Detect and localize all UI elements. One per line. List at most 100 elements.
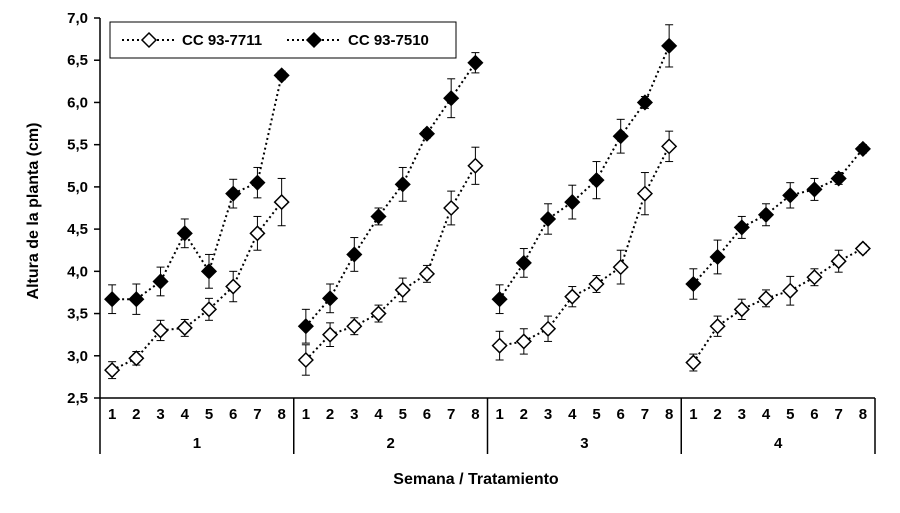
x-tick-label-week: 6 <box>617 406 625 423</box>
data-point-cc-93-7510 <box>394 176 411 193</box>
plot-area <box>104 24 871 380</box>
data-point-cc-93-7711 <box>225 278 242 295</box>
data-point-cc-93-7510 <box>249 174 266 191</box>
x-tick-label-week: 5 <box>786 406 794 423</box>
legend: CC 93-7711 CC 93-7510 <box>109 21 457 59</box>
data-point-cc-93-7711 <box>249 225 266 242</box>
x-tick-label-week: 4 <box>181 406 190 423</box>
data-point-cc-93-7510 <box>273 67 290 84</box>
x-tick-label-week: 6 <box>423 406 431 423</box>
y-tick-label: 7,0 <box>67 10 88 27</box>
data-point-cc-93-7711 <box>418 265 436 282</box>
x-tick-label-week: 2 <box>132 406 140 423</box>
data-point-cc-93-7510 <box>830 170 847 187</box>
data-point-cc-93-7711 <box>588 275 605 293</box>
data-point-cc-93-7510 <box>467 54 484 71</box>
data-point-cc-93-7510 <box>346 246 363 263</box>
data-point-cc-93-7711 <box>636 185 653 202</box>
x-tick-label-week: 1 <box>495 406 503 423</box>
data-point-cc-93-7510 <box>854 140 871 157</box>
x-tick-label-week: 7 <box>447 406 455 423</box>
x-tick-label-week: 6 <box>229 406 237 423</box>
data-point-cc-93-7510 <box>443 90 460 107</box>
x-tick-label-week: 7 <box>253 406 261 423</box>
data-point-cc-93-7711 <box>128 350 145 367</box>
x-tick-label-week: 4 <box>568 406 577 423</box>
y-tick-label: 4,5 <box>67 221 88 238</box>
data-point-cc-93-7711 <box>104 362 121 379</box>
x-tick-label-week: 8 <box>665 406 673 423</box>
data-point-cc-93-7510 <box>322 290 339 307</box>
y-tick-label: 3,5 <box>67 306 88 323</box>
data-point-cc-93-7510 <box>806 181 823 198</box>
data-point-cc-93-7711 <box>515 333 532 350</box>
x-tick-label-week: 4 <box>374 406 383 423</box>
y-tick-label: 5,5 <box>67 137 88 154</box>
data-point-cc-93-7510 <box>491 291 508 308</box>
data-point-cc-93-7510 <box>370 208 387 225</box>
data-point-cc-93-7711 <box>273 194 290 211</box>
data-point-cc-93-7711 <box>709 318 726 335</box>
axes: 2,53,03,54,04,55,05,56,06,57,01 2 3 4 5 6 7 811… <box>67 10 876 454</box>
data-point-cc-93-7510 <box>636 94 653 111</box>
x-tick-label-week: 1 <box>302 406 310 423</box>
y-axis-title: Altura de la planta (cm) <box>25 123 42 300</box>
x-tick-label-week: 5 <box>399 406 407 423</box>
data-point-cc-93-7510 <box>418 125 436 142</box>
x-tick-label-week: 1 <box>108 406 116 423</box>
x-tick-label-week: 7 <box>641 406 649 423</box>
x-tick-label-week: 2 <box>520 406 528 423</box>
data-point-cc-93-7711 <box>685 354 702 371</box>
x-tick-label-week: 8 <box>859 406 867 423</box>
x-tick-label-week: 5 <box>205 406 213 423</box>
y-tick-label: 2,5 <box>67 390 88 407</box>
y-tick-label: 4,0 <box>67 263 88 280</box>
data-point-cc-93-7711 <box>297 351 314 369</box>
data-point-cc-93-7711 <box>443 199 460 217</box>
series-line-cc-93-7510 <box>305 62 477 327</box>
data-point-cc-93-7711 <box>782 282 799 299</box>
y-tick-label: 6,0 <box>67 94 88 111</box>
data-point-cc-93-7711 <box>830 253 847 270</box>
series-line-cc-93-7711 <box>111 201 283 372</box>
data-point-cc-93-7510 <box>588 172 605 189</box>
x-tick-label-week: 3 <box>156 406 164 423</box>
data-point-cc-93-7510 <box>225 185 242 202</box>
data-point-cc-93-7510 <box>104 291 121 308</box>
x-tick-label-week: 2 <box>713 406 721 423</box>
data-point-cc-93-7711 <box>467 157 484 174</box>
data-point-cc-93-7510 <box>297 318 314 335</box>
data-point-cc-93-7711 <box>539 320 557 337</box>
data-point-cc-93-7711 <box>346 318 363 335</box>
data-point-cc-93-7711 <box>661 138 678 155</box>
data-point-cc-93-7711 <box>612 259 629 276</box>
data-point-cc-93-7711 <box>854 240 871 257</box>
data-point-cc-93-7711 <box>757 290 775 307</box>
data-point-cc-93-7510 <box>176 225 193 242</box>
x-group-label: 3 <box>580 435 588 452</box>
x-tick-label-week: 8 <box>471 406 479 423</box>
data-point-cc-93-7510 <box>733 219 750 236</box>
x-tick-label-week: 6 <box>810 406 818 423</box>
data-point-cc-93-7510 <box>200 263 218 280</box>
data-point-cc-93-7510 <box>128 291 145 308</box>
data-point-cc-93-7510 <box>661 37 678 54</box>
data-point-cc-93-7510 <box>685 275 702 293</box>
data-point-cc-93-7711 <box>806 269 823 286</box>
x-tick-label-week: 3 <box>544 406 552 423</box>
data-point-cc-93-7711 <box>370 305 387 322</box>
x-tick-label-week: 8 <box>277 406 285 423</box>
data-point-cc-93-7711 <box>322 326 339 343</box>
data-point-cc-93-7711 <box>564 288 581 305</box>
data-point-cc-93-7510 <box>612 128 629 145</box>
legend-marker-cc-93-7510 <box>305 31 323 49</box>
data-point-cc-93-7711 <box>152 322 169 339</box>
data-point-cc-93-7510 <box>782 187 799 204</box>
x-tick-label-week: 4 <box>762 406 771 423</box>
x-group-label: 1 <box>193 435 201 452</box>
legend-label-cc-93-7510: CC 93-7510 <box>348 32 429 49</box>
x-group-label: 4 <box>774 435 783 452</box>
series-line-cc-93-7510 <box>498 45 671 300</box>
data-point-cc-93-7510 <box>539 210 557 228</box>
